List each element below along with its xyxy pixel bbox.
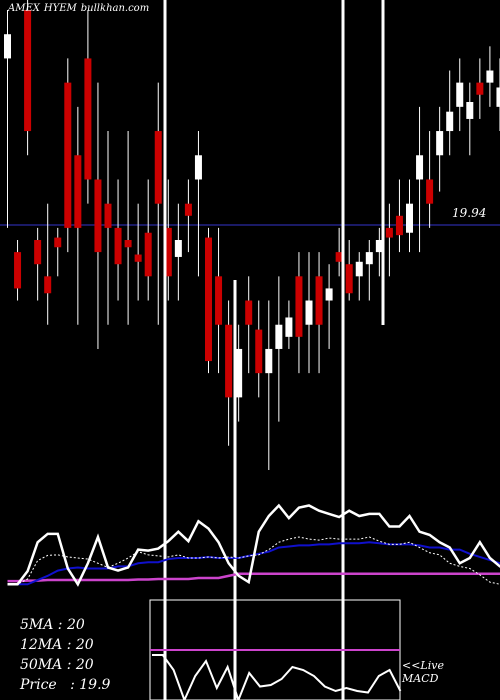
candle-body — [184, 203, 192, 216]
stat-50ma: 50MA : 20 — [20, 657, 94, 673]
candle-body — [446, 111, 454, 132]
candle-body — [436, 131, 444, 156]
candle-body — [215, 276, 223, 325]
stat-50ma-label: 50MA — [20, 657, 63, 673]
candle-body — [255, 329, 263, 374]
candle-body — [375, 240, 383, 253]
candle-body — [124, 240, 132, 248]
stat-5ma-value: 20 — [66, 617, 85, 633]
reference-price-label: 19.94 — [452, 206, 487, 220]
candle-body — [54, 237, 62, 248]
stat-5ma-sep: : — [53, 617, 67, 633]
live-link[interactable]: <<Live — [402, 659, 444, 672]
stat-12ma-value: 20 — [75, 637, 94, 653]
chart-header: AMEX HYEM bullkhan.com — [8, 3, 153, 14]
ma-fast-line — [7, 536, 500, 585]
candle-body — [325, 288, 333, 301]
candle-body — [295, 276, 303, 337]
candle-body — [466, 102, 474, 119]
candle-body — [235, 348, 243, 398]
candle-body — [406, 203, 413, 233]
ma-slow-line — [7, 541, 500, 586]
candle-body — [84, 58, 92, 180]
candle-body — [144, 232, 152, 277]
candle-body — [345, 264, 353, 294]
stat-12ma-sep: : — [62, 637, 76, 653]
candle-body — [154, 131, 162, 204]
stat-5ma: 5MA : 20 — [20, 617, 85, 633]
candle-body — [174, 240, 182, 257]
stat-price-value: 19.9 — [79, 677, 111, 693]
candle-body — [205, 237, 212, 362]
stat-price-label: Price — [20, 677, 57, 693]
stat-price-sep: : — [56, 677, 80, 693]
live-macd-label[interactable]: <<Live MACD — [402, 659, 444, 685]
candle-body — [14, 252, 22, 289]
stat-12ma-label: 12MA — [20, 637, 63, 653]
candle-body — [245, 300, 253, 325]
indicator-layer — [7, 503, 500, 587]
candle-body — [265, 348, 273, 374]
site-label: bullkhan.com — [80, 3, 150, 14]
candle-body — [275, 324, 283, 349]
stat-50ma-sep: : — [62, 657, 76, 673]
candle-body — [194, 155, 202, 180]
candle-body — [34, 240, 42, 265]
candle-body — [496, 87, 500, 107]
ma50-line — [7, 572, 500, 583]
candle-body — [315, 276, 323, 325]
candle-body — [44, 276, 52, 294]
candle-body — [335, 252, 343, 262]
candle-body — [74, 155, 82, 228]
macd-layer — [149, 599, 402, 700]
candle-body — [395, 215, 403, 236]
candles-layer — [4, 0, 500, 700]
candle-body — [94, 179, 102, 253]
candle-body — [456, 82, 464, 107]
price-close-line — [7, 503, 500, 587]
candle-body — [134, 254, 142, 262]
candle-body — [476, 82, 484, 95]
candle-body — [285, 317, 293, 337]
candle-body — [355, 261, 363, 277]
candle-body — [104, 203, 112, 228]
candle-body — [365, 252, 373, 265]
stat-12ma: 12MA : 20 — [20, 637, 94, 653]
macd-label: MACD — [402, 672, 439, 685]
candle-body — [114, 227, 122, 265]
candle-body — [24, 10, 32, 132]
candle-body — [225, 324, 233, 398]
stat-50ma-value: 20 — [75, 657, 94, 673]
candle-body — [486, 70, 494, 83]
candle-body — [305, 300, 313, 325]
candle-body — [385, 227, 393, 238]
candle-body — [416, 155, 424, 180]
stat-price: Price : 19.9 — [20, 677, 110, 693]
candle-body — [64, 82, 72, 228]
candle-body — [426, 179, 434, 204]
candle-body — [4, 34, 11, 59]
candle-body — [164, 227, 172, 277]
macd-line — [152, 654, 402, 700]
stat-5ma-label: 5MA — [20, 617, 54, 633]
symbol-label: HYEM — [43, 3, 77, 14]
exchange-label: AMEX — [8, 3, 40, 14]
